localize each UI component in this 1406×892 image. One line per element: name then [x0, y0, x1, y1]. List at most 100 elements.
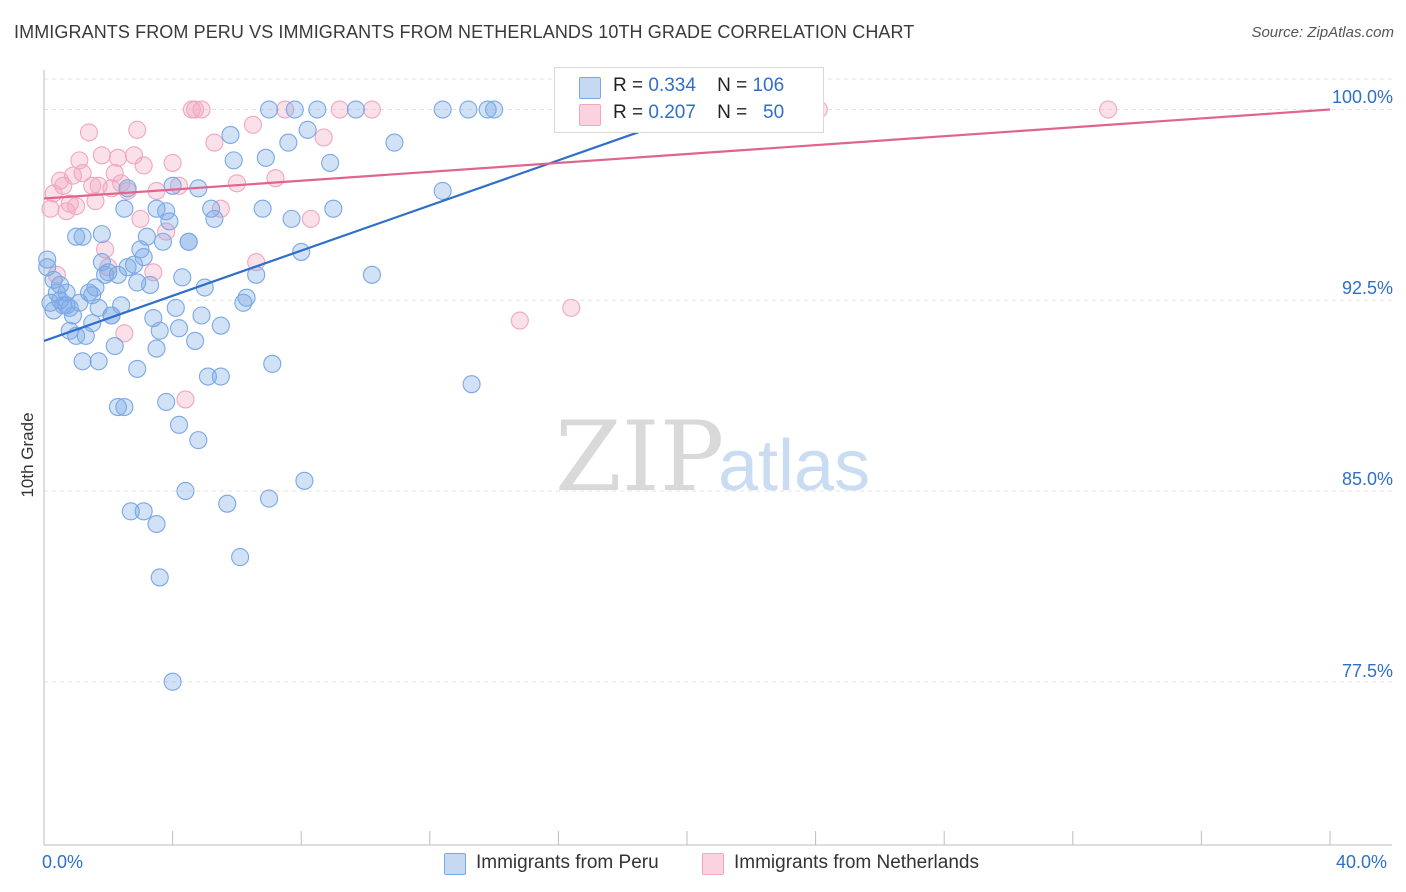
peru-point-59	[163, 672, 182, 691]
peru-point-88	[259, 100, 279, 119]
peru-point-82	[234, 293, 253, 312]
peru-point-87	[259, 489, 279, 508]
peru-r-value: 0.334	[648, 75, 696, 96]
netherlands-r-label: R =	[613, 102, 644, 123]
y-tick-label-100-0: 100.0%	[1331, 87, 1393, 107]
netherlands-point-41	[247, 253, 266, 272]
peru-point-53	[150, 321, 169, 340]
netherlands-point-25	[128, 120, 147, 139]
axes	[43, 70, 1392, 846]
peru-point-26	[92, 225, 111, 244]
netherlands-point-22	[115, 324, 134, 343]
peru-point-15	[67, 227, 86, 246]
peru-point-61	[166, 298, 185, 317]
peru-point-52	[147, 339, 166, 358]
netherlands-points	[41, 100, 1118, 409]
peru-point-45	[134, 502, 153, 521]
peru-point-55	[153, 232, 173, 251]
peru-point-25	[89, 352, 108, 371]
peru-point-41	[124, 255, 144, 274]
netherlands-point-19	[105, 164, 124, 183]
netherlands-point-15	[92, 146, 111, 165]
x-tick-label-max: 40.0%	[1336, 852, 1388, 872]
netherlands-point-35	[186, 100, 205, 119]
netherlands-swatch	[579, 104, 601, 126]
peru-points	[38, 100, 584, 691]
peru-point-78	[218, 494, 237, 513]
peru-point-73	[198, 367, 218, 386]
netherlands-point-10	[73, 164, 92, 183]
peru-point-37	[115, 199, 134, 218]
netherlands-point-47	[362, 100, 381, 119]
peru-point-86	[256, 148, 275, 167]
peru-point-0	[38, 250, 57, 269]
peru-point-34	[108, 398, 127, 417]
peru-point-92	[285, 100, 304, 119]
netherlands-n-value: 50	[763, 102, 785, 123]
legend-swatch-netherlands	[702, 853, 724, 875]
peru-point-80	[224, 151, 243, 170]
peru-point-99	[346, 100, 365, 119]
netherlands-point-37	[205, 133, 224, 152]
peru-point-90	[279, 133, 298, 152]
stats-legend: R = 0.334 N = 106 R = 0.207 N = 50	[554, 67, 824, 133]
peru-point-50	[147, 514, 166, 534]
peru-swatch	[579, 77, 601, 99]
series-legend: Immigrants from Peru Immigrants from Net…	[0, 852, 1406, 878]
legend-label-netherlands: Immigrants from Netherlands	[734, 852, 979, 873]
peru-point-63	[169, 415, 189, 434]
peru-point-95	[298, 120, 317, 139]
peru-point-91	[282, 209, 301, 228]
netherlands-point-46	[330, 100, 349, 119]
peru-point-47	[137, 227, 156, 246]
peru-point-54	[150, 568, 169, 587]
peru-point-77	[211, 367, 230, 386]
peru-r-label: R =	[613, 75, 644, 96]
netherlands-point-0	[41, 199, 60, 218]
netherlands-point-36	[192, 100, 211, 119]
netherlands-point-45	[314, 128, 333, 147]
netherlands-point-43	[276, 100, 295, 119]
peru-point-17	[73, 227, 92, 246]
peru-point-58	[160, 212, 179, 231]
peru-point-23	[86, 278, 105, 297]
netherlands-point-40	[243, 115, 263, 134]
netherlands-n-label: N =	[717, 102, 748, 123]
netherlands-point-11	[79, 123, 99, 142]
peru-point-65	[176, 481, 195, 501]
peru-point-98	[324, 199, 343, 218]
peru-point-93	[292, 242, 311, 261]
netherlands-point-8	[67, 197, 86, 216]
peru-point-83	[237, 288, 256, 307]
peru-point-105	[462, 375, 481, 394]
watermark: ZIP atlas	[555, 401, 870, 513]
netherlands-point-51	[1099, 100, 1118, 119]
peru-point-40	[121, 502, 140, 521]
netherlands-point-33	[176, 390, 195, 409]
netherlands-point-20	[108, 148, 127, 167]
peru-point-56	[157, 202, 176, 221]
netherlands-point-48	[510, 311, 529, 330]
peru-point-103	[433, 100, 452, 119]
netherlands-trend-line	[43, 108, 1331, 200]
netherlands-point-39	[227, 174, 246, 193]
peru-point-74	[202, 199, 221, 218]
peru-point-71	[192, 306, 211, 325]
peru-point-18	[73, 352, 92, 371]
peru-point-102	[433, 181, 452, 200]
peru-point-9	[57, 283, 76, 302]
peru-point-68	[186, 331, 205, 350]
watermark-zip: ZIP	[555, 401, 724, 513]
netherlands-point-27	[134, 156, 153, 175]
netherlands-point-2	[47, 265, 66, 284]
peru-point-76	[211, 316, 230, 335]
y-tick-label-92-5: 92.5%	[1341, 278, 1393, 298]
peru-point-94	[295, 471, 314, 490]
netherlands-point-49	[562, 298, 581, 317]
peru-point-46	[134, 247, 153, 267]
peru-point-36	[115, 398, 134, 417]
netherlands-point-13	[86, 192, 105, 211]
netherlands-point-26	[131, 209, 150, 228]
peru-point-6	[51, 275, 70, 295]
peru-point-70	[189, 431, 208, 450]
